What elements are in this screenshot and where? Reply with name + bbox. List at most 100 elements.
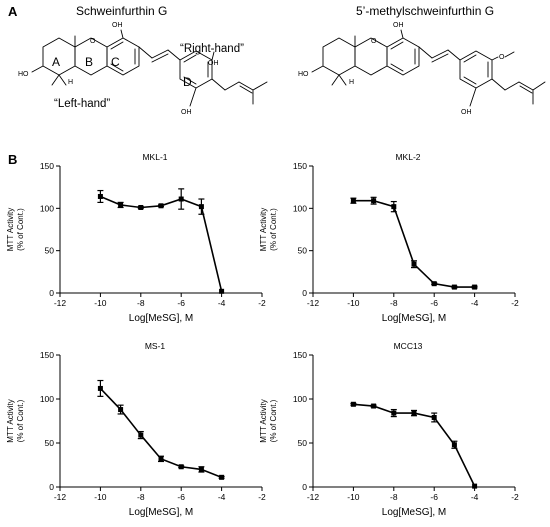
- data-point: [371, 403, 377, 409]
- chart-mcc13: -12 -10 -8 -6 -4 -2 0 50 100 150 MCC13 Log[MeSG], M…: [259, 341, 519, 518]
- series-line: [99, 387, 222, 479]
- dose-response-charts: -12 -10 -8 -6 -4 -2 0 50 100 150 MKL-1 Log[MeSG], M…: [6, 152, 519, 518]
- h-label: H: [68, 79, 74, 86]
- y-axis-label: MTT Activity: [6, 208, 15, 251]
- x-axis-label: Log[MeSG], M: [129, 507, 193, 518]
- data-point: [158, 456, 164, 462]
- data-point: [97, 385, 103, 391]
- x-tick-label: -12: [54, 298, 67, 308]
- chemical-structures: [31, 29, 546, 107]
- oh-label: OH: [393, 22, 404, 29]
- data-point: [431, 414, 437, 420]
- data-point: [118, 202, 124, 208]
- x-tick-label: -10: [94, 492, 107, 502]
- x-tick-label: -6: [177, 492, 185, 502]
- oh-label: OH: [208, 60, 219, 67]
- schweinfurthin-g-structure: [31, 29, 268, 107]
- h-label: H: [349, 79, 355, 86]
- x-tick-label: -4: [471, 298, 479, 308]
- data-point: [219, 288, 225, 294]
- y-tick-label: 50: [45, 438, 55, 448]
- oh-label: OH: [181, 109, 192, 116]
- x-tick-label: -10: [94, 298, 107, 308]
- x-tick-label: -2: [511, 492, 519, 502]
- chart-mkl-2: -12 -10 -8 -6 -4 -2 0 50 100 150 MKL-2 Log[MeSG], M…: [259, 152, 519, 324]
- x-tick-label: -2: [258, 298, 266, 308]
- ring-c-label: C: [111, 55, 120, 69]
- y-tick-label: 100: [293, 203, 307, 213]
- y-tick-label: 150: [293, 350, 307, 360]
- x-tick-label: -12: [54, 492, 67, 502]
- x-tick-label: -2: [258, 492, 266, 502]
- data-point: [118, 407, 124, 413]
- x-tick-label: -4: [218, 298, 226, 308]
- y-axis-label: MTT Activity: [259, 399, 268, 442]
- oh-label: OH: [461, 109, 472, 116]
- data-point: [472, 483, 478, 489]
- methylschweinfurthin-g-structure: [311, 29, 546, 107]
- y-tick-label: 100: [40, 203, 54, 213]
- ether-o-label: O: [90, 38, 96, 45]
- y-tick-label: 150: [40, 161, 54, 171]
- chart-ms-1: -12 -10 -8 -6 -4 -2 0 50 100 150 MS-1 Log[MeSG], M M…: [6, 341, 266, 518]
- data-point: [97, 193, 103, 199]
- y-axis-label: MTT Activity: [6, 399, 15, 442]
- chart-title: MS-1: [145, 341, 166, 351]
- data-point: [178, 464, 184, 470]
- ether-o-label: O: [371, 38, 377, 45]
- x-tick-label: -6: [430, 492, 438, 502]
- ho-label: HO: [18, 71, 29, 78]
- series-line: [100, 195, 223, 292]
- x-tick-label: -12: [307, 492, 320, 502]
- x-tick-label: -8: [390, 298, 398, 308]
- data-point: [198, 204, 204, 210]
- data-point: [411, 261, 417, 267]
- y-tick-label: 50: [45, 246, 55, 256]
- right-hand-label: “Right-hand”: [180, 43, 244, 55]
- series-line: [353, 199, 475, 288]
- x-tick-label: -12: [307, 298, 320, 308]
- y-tick-label: 150: [40, 350, 54, 360]
- oh-label: OH: [112, 22, 123, 29]
- data-point: [391, 410, 397, 416]
- data-point: [391, 204, 397, 210]
- x-tick-label: -8: [390, 492, 398, 502]
- data-point: [219, 474, 225, 480]
- data-point: [158, 203, 164, 209]
- ring-d-label: D: [183, 75, 192, 89]
- methoxy-o-label: O: [499, 54, 505, 61]
- y-tick-label: 50: [298, 246, 308, 256]
- x-axis-label: Log[MeSG], M: [129, 313, 193, 324]
- x-tick-label: -6: [177, 298, 185, 308]
- data-point: [431, 281, 437, 287]
- data-point: [411, 410, 417, 416]
- x-tick-label: -2: [511, 298, 519, 308]
- x-tick-label: -8: [137, 298, 145, 308]
- y-axis-label: MTT Activity: [259, 208, 268, 251]
- schweinfurthin-g-title: Schweinfurthin G: [76, 4, 168, 18]
- data-point: [178, 196, 184, 202]
- data-point: [451, 284, 457, 290]
- x-tick-label: -10: [347, 492, 360, 502]
- chart-title: MKL-2: [395, 152, 420, 162]
- chart-title: MCC13: [394, 341, 423, 351]
- y-tick-label: 100: [40, 394, 54, 404]
- left-hand-label: “Left-hand”: [54, 98, 111, 110]
- data-point: [371, 198, 377, 204]
- methylschweinfurthin-g-title: 5’-methylschweinfurthin G: [356, 4, 495, 18]
- y-tick-label: 150: [293, 161, 307, 171]
- y-tick-label: 50: [298, 438, 308, 448]
- y-axis-label: (% of Cont.): [269, 208, 278, 251]
- ring-a-label: A: [52, 55, 61, 69]
- x-tick-label: -8: [137, 492, 145, 502]
- y-tick-label: 0: [302, 288, 307, 298]
- y-tick-label: 100: [293, 394, 307, 404]
- x-tick-label: -4: [471, 492, 479, 502]
- y-axis-label: (% of Cont.): [269, 399, 278, 442]
- data-point: [350, 401, 356, 407]
- data-point: [472, 284, 478, 290]
- y-tick-label: 0: [49, 482, 54, 492]
- panel-b-letter: B: [8, 152, 18, 167]
- ring-b-label: B: [85, 55, 94, 69]
- y-tick-label: 0: [302, 482, 307, 492]
